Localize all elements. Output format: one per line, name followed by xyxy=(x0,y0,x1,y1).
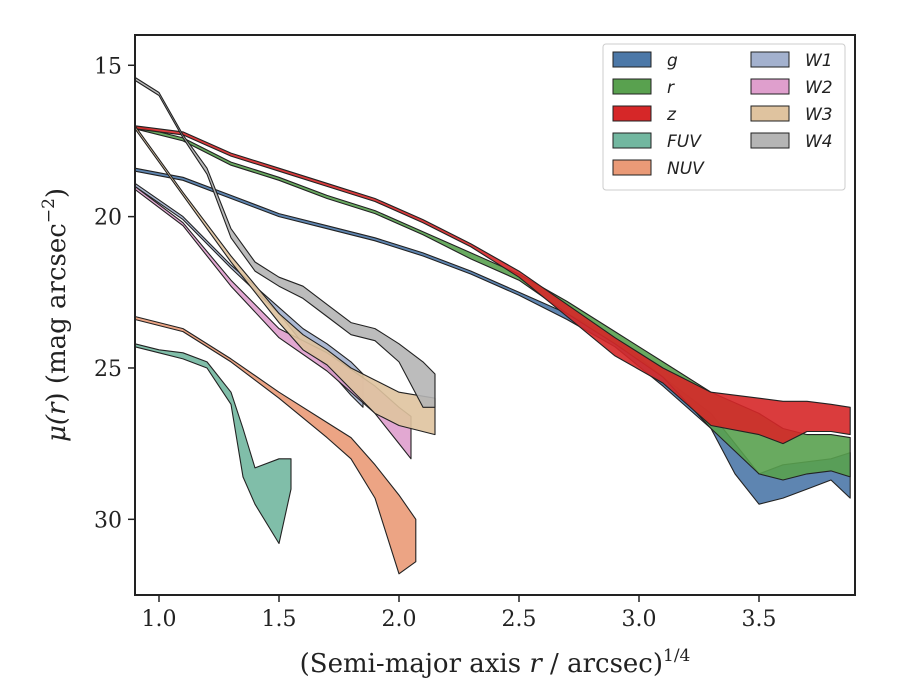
series-band-z xyxy=(134,125,851,445)
legend-label-w2: W2 xyxy=(805,78,833,98)
legend-label-r: r xyxy=(667,78,675,98)
legend-label-w3: W3 xyxy=(805,105,833,125)
legend: grz FUV NUV W1 W2 W3 W4 xyxy=(602,43,846,191)
legend-label-w4: W4 xyxy=(805,132,833,152)
series-band-w4 xyxy=(134,76,436,408)
legend-label-nuv: NUV xyxy=(667,159,705,179)
legend-label-w1: W1 xyxy=(805,51,833,71)
legend-swatch-z xyxy=(612,105,652,122)
legend-label-fuv: FUV xyxy=(667,132,702,152)
legend-swatch-w4 xyxy=(750,132,790,149)
series-band-w1 xyxy=(134,182,364,408)
y-axis-label: μ(r) (mag arcsec−2) xyxy=(39,188,72,442)
legend-swatch-fuv xyxy=(612,132,652,149)
y-axis-ticks: 15 20 25 30 xyxy=(94,54,135,533)
series-band-r xyxy=(134,125,851,481)
x-tick-label: 1.0 xyxy=(142,607,177,632)
legend-label-z: z xyxy=(666,105,677,125)
legend-swatch-w1 xyxy=(750,51,790,68)
series-band-w3 xyxy=(134,125,436,436)
legend-swatch-w3 xyxy=(750,105,790,122)
x-tick-label: 3.5 xyxy=(742,607,777,632)
series-areas xyxy=(134,76,851,575)
plot-frame xyxy=(134,34,856,596)
x-tick-label: 3.0 xyxy=(622,607,657,632)
x-tick-label: 2.5 xyxy=(502,607,537,632)
x-tick-label: 2.0 xyxy=(382,607,417,632)
x-tick-label: 1.5 xyxy=(262,607,297,632)
series-band-w2 xyxy=(134,185,412,460)
legend-swatch-nuv xyxy=(612,159,652,176)
y-tick-label: 15 xyxy=(94,54,122,79)
legend-label-g: g xyxy=(667,51,678,71)
y-tick-label: 25 xyxy=(94,357,122,382)
legend-swatch-w2 xyxy=(750,78,790,95)
series-band-nuv xyxy=(134,315,417,575)
x-axis-label: (Semi-major axis r / arcsec)1/4 xyxy=(300,646,691,679)
legend-swatch-r xyxy=(612,78,652,95)
y-tick-label: 20 xyxy=(94,206,122,231)
x-axis-ticks: 1.0 1.5 2.0 2.5 3.0 3.5 xyxy=(142,595,777,632)
y-tick-label: 30 xyxy=(94,508,122,533)
series-band-fuv xyxy=(134,343,292,545)
legend-swatch-g xyxy=(612,51,652,68)
